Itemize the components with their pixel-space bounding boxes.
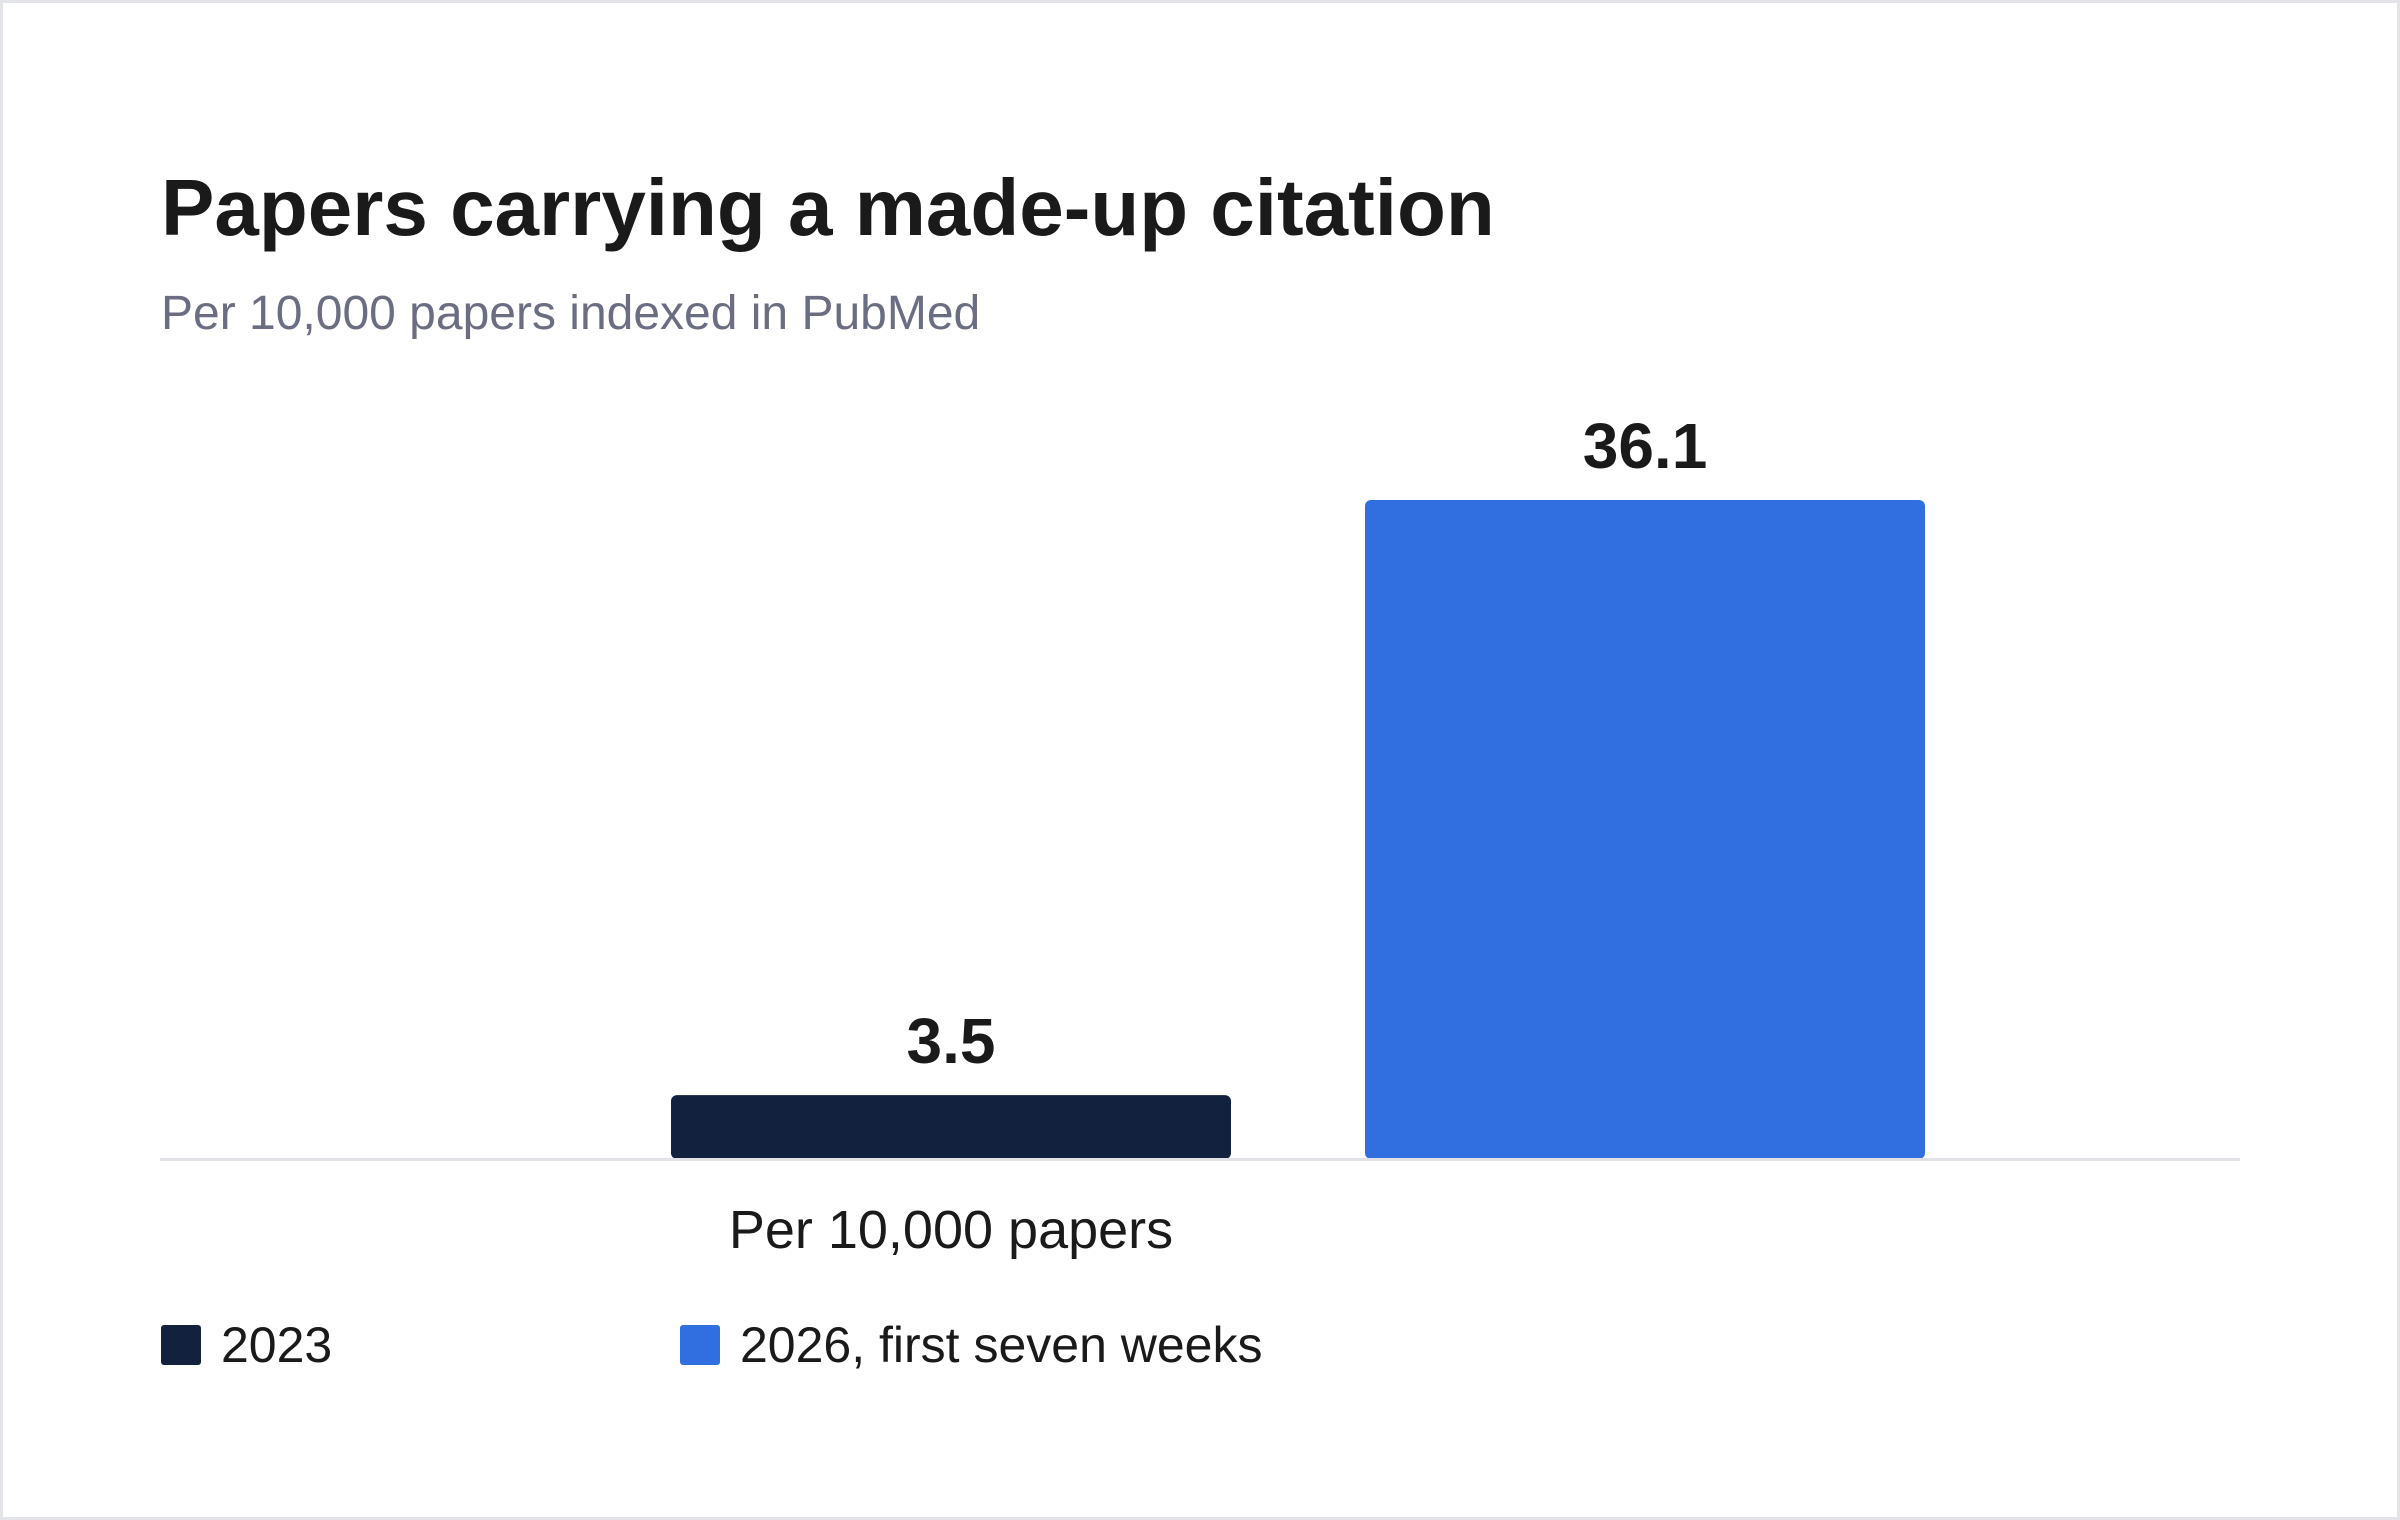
labels-group: 3.5 36.1 Per 10,000 papers [729, 410, 1707, 1260]
legend-item-2026: 2026, first seven weeks [680, 1314, 1263, 1376]
legend-item-2023: 2023 [161, 1314, 332, 1376]
data-label-2026: 36.1 [1583, 410, 1708, 482]
legend-label-2026: 2026, first seven weeks [740, 1317, 1263, 1373]
legend-swatch-2023 [161, 1325, 201, 1365]
legend-label-2023: 2023 [221, 1317, 333, 1373]
bars-group [671, 500, 1925, 1159]
chart-subtitle: Per 10,000 papers indexed in PubMed [161, 287, 981, 340]
data-label-2023: 3.5 [907, 1005, 996, 1077]
bar-2023 [671, 1095, 1231, 1159]
legend-swatch-2026 [680, 1325, 720, 1365]
chart-title: Papers carrying a made-up citation [161, 163, 1495, 252]
bar-2026 [1365, 500, 1925, 1159]
x-tick-label: Per 10,000 papers [729, 1200, 1173, 1260]
